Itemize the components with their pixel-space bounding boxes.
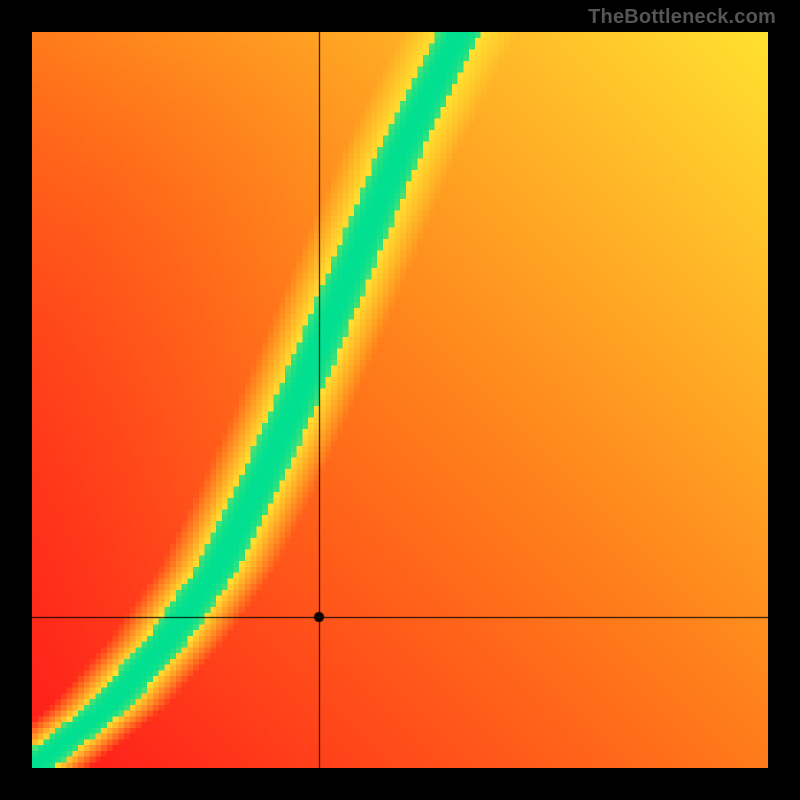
crosshair-overlay	[32, 32, 768, 768]
watermark-text: TheBottleneck.com	[588, 6, 776, 29]
chart-container: TheBottleneck.com	[0, 0, 800, 800]
